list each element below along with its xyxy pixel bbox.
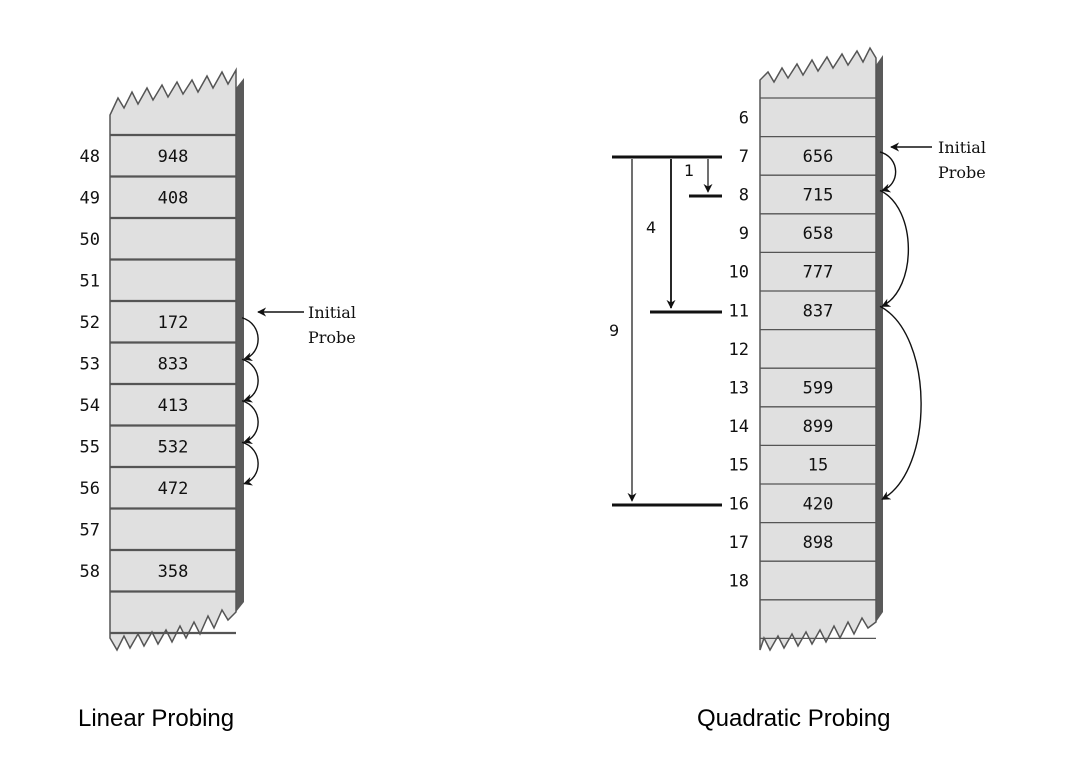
quadratic-slot-index: 8	[739, 186, 749, 206]
quadratic-initial-probe-label-2: Probe	[938, 163, 986, 182]
linear-slot: 48 948	[80, 147, 189, 167]
linear-slot: 49 408	[80, 188, 189, 208]
linear-slot-index: 58	[80, 562, 100, 582]
quadratic-slot-value: 599	[803, 379, 834, 399]
step-9-label: 9	[609, 321, 619, 340]
quadratic-slot-index: 11	[729, 301, 749, 321]
quadratic-slot-value: 899	[803, 417, 834, 437]
quadratic-slot-value: 658	[803, 224, 834, 244]
quadratic-slot: 12	[729, 340, 749, 360]
linear-slot-index: 51	[80, 271, 100, 291]
linear-caption: Linear Probing	[78, 705, 235, 732]
quadratic-slot: 10 777	[729, 263, 834, 283]
linear-slot: 54 413	[80, 396, 189, 416]
linear-slot-index: 53	[80, 354, 100, 374]
linear-slot: 50	[80, 230, 100, 250]
linear-slot: 57	[80, 520, 100, 540]
quadratic-slot-value: 420	[803, 494, 834, 514]
quadratic-slot: 16 420	[729, 494, 834, 514]
quadratic-initial-probe-label-1: Initial	[938, 138, 986, 157]
linear-slot: 55 532	[80, 437, 189, 457]
quadratic-slot-index: 9	[739, 224, 749, 244]
quadratic-slot-index: 16	[729, 494, 749, 514]
linear-slot-index: 49	[80, 188, 100, 208]
step-4-label: 4	[646, 218, 656, 237]
linear-slot-value: 172	[158, 313, 189, 333]
linear-table-body	[109, 67, 237, 652]
linear-probe-hop-arrow	[241, 441, 259, 486]
quadratic-probe-hop-arrow	[879, 305, 922, 500]
step-1-label: 1	[684, 161, 694, 180]
quadratic-slot-index: 18	[729, 572, 749, 592]
linear-slot: 56 472	[80, 479, 189, 499]
linear-slot-index: 50	[80, 230, 100, 250]
quadratic-slot-index: 7	[739, 147, 749, 167]
quadratic-slot: 11 837	[729, 301, 834, 321]
linear-slot-index: 55	[80, 437, 100, 457]
quadratic-table-shadow	[876, 55, 883, 622]
quadratic-slot-index: 14	[729, 417, 749, 437]
quadratic-table-body	[759, 46, 877, 652]
linear-slot-value: 408	[158, 188, 189, 208]
quadratic-slot: 18	[729, 572, 749, 592]
quadratic-slot: 7 656	[739, 147, 834, 167]
quadratic-slot-value: 715	[803, 186, 834, 206]
quadratic-slot: 15 15	[729, 456, 829, 476]
quadratic-slot-index: 10	[729, 263, 749, 283]
linear-slot-index: 57	[80, 520, 100, 540]
quadratic-slot: 6	[739, 108, 749, 128]
linear-slot-index: 48	[80, 147, 100, 167]
quadratic-probe-hop-arrow	[879, 189, 909, 307]
quadratic-slot: 17 898	[729, 533, 834, 553]
linear-slot-index: 52	[80, 313, 100, 333]
linear-probe-hop-arrow	[241, 358, 259, 403]
quadratic-slot: 8 715	[739, 186, 834, 206]
linear-probe-hop-arrow	[241, 317, 259, 362]
linear-slot: 58 358	[80, 562, 189, 582]
quadratic-slot-value: 15	[808, 456, 828, 476]
quadratic-slot-value: 656	[803, 147, 834, 167]
quadratic-slot-value: 777	[803, 263, 834, 283]
linear-table-shadow	[236, 78, 244, 612]
quadratic-slot-index: 13	[729, 379, 749, 399]
linear-probe-hop-arrow	[241, 400, 259, 445]
linear-slot-value: 948	[158, 147, 189, 167]
linear-initial-probe-label-2: Probe	[308, 328, 356, 347]
quadratic-slot: 13 599	[729, 379, 834, 399]
linear-slot-value: 413	[158, 396, 189, 416]
quadratic-slot-value: 837	[803, 301, 834, 321]
quadratic-slot: 14 899	[729, 417, 834, 437]
linear-slot: 52 172	[80, 313, 189, 333]
quadratic-probe-hop-arrow	[879, 151, 897, 193]
linear-slot-value: 472	[158, 479, 189, 499]
quadratic-slot-index: 12	[729, 340, 749, 360]
linear-slot-index: 56	[80, 479, 100, 499]
quadratic-slot-index: 15	[729, 456, 749, 476]
linear-slot: 53 833	[80, 354, 189, 374]
linear-initial-probe-label-1: Initial	[308, 303, 356, 322]
quadratic-slot-value: 898	[803, 533, 834, 553]
linear-slot-index: 54	[80, 396, 100, 416]
quadratic-slot: 9 658	[739, 224, 834, 244]
quadratic-caption: Quadratic Probing	[697, 705, 891, 732]
linear-slot-value: 833	[158, 354, 189, 374]
linear-slot: 51	[80, 271, 100, 291]
linear-slot-value: 358	[158, 562, 189, 582]
quadratic-slot-index: 6	[739, 108, 749, 128]
quadratic-slot-index: 17	[729, 533, 749, 553]
linear-slot-value: 532	[158, 437, 189, 457]
